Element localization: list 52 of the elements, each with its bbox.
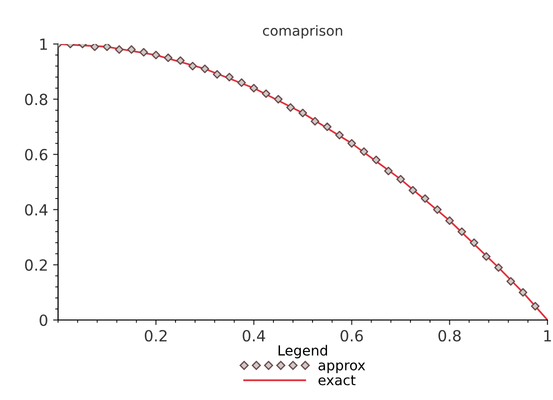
point <box>152 50 160 60</box>
point <box>298 108 308 118</box>
point <box>384 166 393 176</box>
y-tick-label: 0 <box>40 314 48 326</box>
x-tick-label: 0.4 <box>242 330 266 342</box>
y-tick-label: 0.8 <box>25 94 48 106</box>
point <box>530 302 540 310</box>
point <box>139 48 148 57</box>
point <box>90 44 100 52</box>
point <box>494 263 503 272</box>
legend-title: Legend <box>278 344 328 358</box>
chart-title: comaprison <box>262 25 342 39</box>
point <box>286 103 295 112</box>
point <box>102 44 112 52</box>
point <box>322 122 332 132</box>
point <box>225 72 234 82</box>
point <box>408 186 418 195</box>
point <box>237 78 246 87</box>
y-tick-label: 0.2 <box>25 259 47 271</box>
point <box>212 70 222 79</box>
point <box>114 45 124 54</box>
point <box>200 64 210 74</box>
x-tick-label: 0.2 <box>144 330 167 342</box>
y-tick-label: 0.4 <box>25 204 48 216</box>
x-tick-label: 0.8 <box>438 330 461 342</box>
point <box>518 288 528 297</box>
legend-label: approx <box>318 362 366 374</box>
point <box>127 45 136 54</box>
point <box>188 62 197 70</box>
point <box>470 238 478 248</box>
point <box>420 194 430 203</box>
point <box>360 147 368 156</box>
y-tick-label: 1 <box>40 38 47 50</box>
x-tick-label: 0.6 <box>340 330 363 342</box>
y-tick-label: 0.6 <box>25 148 48 160</box>
point <box>176 56 185 65</box>
point <box>396 174 405 184</box>
point <box>335 130 344 140</box>
point <box>262 89 270 98</box>
point <box>482 252 491 261</box>
legend-label: exact <box>318 375 356 386</box>
point <box>347 139 356 148</box>
point <box>458 227 466 236</box>
point <box>372 156 380 164</box>
point <box>164 54 172 62</box>
point <box>250 84 258 92</box>
point <box>310 116 320 126</box>
point <box>445 216 454 225</box>
point <box>433 205 442 214</box>
point <box>506 277 516 286</box>
x-tick-label: 1 <box>544 330 551 342</box>
point <box>274 94 283 104</box>
